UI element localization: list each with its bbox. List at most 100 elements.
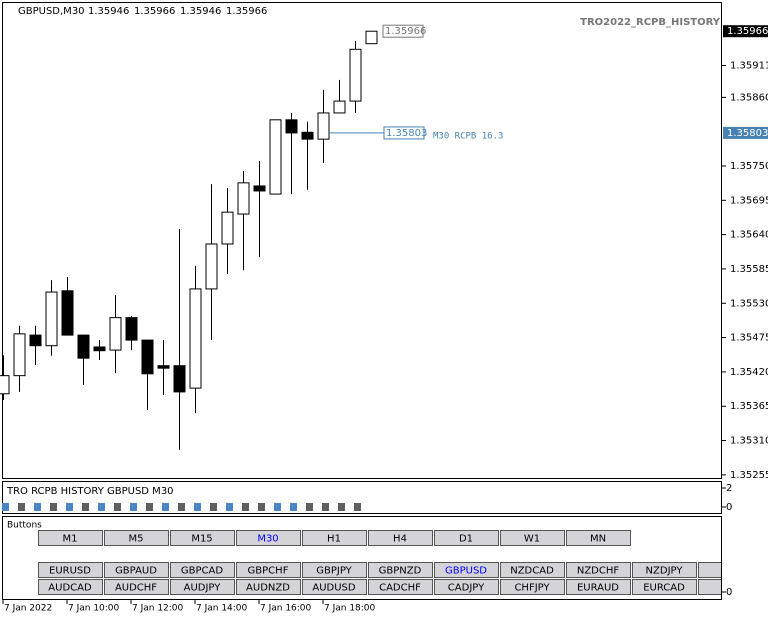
history-marker: [146, 503, 153, 511]
button-face: [434, 579, 499, 595]
button-label: AUDJPY: [184, 583, 222, 594]
header-value: 1.35966: [134, 6, 175, 17]
button-face: [500, 579, 565, 595]
candles: [0, 30, 378, 450]
x-tick-label: 7 Jan 2022: [4, 604, 52, 614]
x-tick-label: 7 Jan 14:00: [196, 604, 248, 614]
history-marker: [178, 503, 185, 511]
button[interactable]: M1: [38, 530, 103, 546]
history-marker: [130, 503, 137, 511]
button-label: EURAUD: [577, 583, 619, 594]
y-tick-label: 1.35310: [730, 436, 768, 447]
button[interactable]: MN: [566, 530, 631, 546]
button[interactable]: GBPAUD: [104, 562, 169, 578]
button-face: [38, 530, 103, 546]
bid-axis-box: [723, 25, 768, 38]
button-face: [368, 530, 433, 546]
history-marker: [322, 503, 329, 511]
button[interactable]: M5: [104, 530, 169, 546]
button-face: [170, 562, 235, 578]
button[interactable]: AUDCHF: [104, 579, 169, 595]
candle-body: [237, 182, 250, 215]
button-label: EURCAD: [643, 583, 685, 594]
button-face: [500, 562, 565, 578]
button[interactable]: NZDJPY: [632, 562, 697, 578]
y-tick-label: 1.35911: [730, 61, 768, 72]
candle-body: [77, 334, 90, 359]
button[interactable]: NZ: [698, 562, 763, 578]
button[interactable]: NZDCAD: [500, 562, 565, 578]
button[interactable]: M15: [170, 530, 235, 546]
history-marker: [306, 503, 313, 511]
rcpb-box-label: 1.35803: [386, 128, 427, 139]
x-tick-label: 7 Jan 18:00: [324, 604, 376, 614]
button[interactable]: CADJPY: [434, 579, 499, 595]
candle-body: [221, 211, 234, 245]
button-face: [302, 562, 367, 578]
button[interactable]: GBPCHF: [236, 562, 301, 578]
candle-body: [253, 185, 266, 192]
button[interactable]: D1: [434, 530, 499, 546]
button-label: GBPUSD: [445, 566, 487, 577]
candle-body: [157, 365, 170, 369]
button[interactable]: CHFJPY: [500, 579, 565, 595]
history-marker: [354, 503, 361, 511]
button-face: [434, 530, 499, 546]
button[interactable]: AUDCAD: [38, 579, 103, 595]
button-label: GBPCAD: [181, 566, 223, 577]
button-label: H1: [327, 534, 341, 545]
button[interactable]: EURAUD: [566, 579, 631, 595]
history-marker: [34, 503, 41, 511]
candle-body: [93, 346, 106, 352]
button[interactable]: M30: [236, 530, 301, 546]
button[interactable]: AUDUSD: [302, 579, 367, 595]
button[interactable]: GBPNZD: [368, 562, 433, 578]
history-marker: [50, 503, 57, 511]
button-face: [302, 579, 367, 595]
bid-box-label: 1.35966: [385, 26, 426, 37]
button[interactable]: CADCHF: [368, 579, 433, 595]
candle-body: [285, 119, 298, 134]
candle-body: [0, 375, 10, 395]
button-label: NZDCAD: [510, 566, 554, 577]
y-tick-label: 1.35750: [730, 161, 768, 172]
button-face: [38, 562, 103, 578]
history-marker: [18, 503, 25, 511]
button-label: NZDCHF: [577, 566, 620, 577]
button[interactable]: W1: [500, 530, 565, 546]
candle-body: [301, 131, 314, 140]
button[interactable]: GBPUSD: [434, 562, 499, 578]
button[interactable]: EURUSD: [38, 562, 103, 578]
bid-box: [382, 24, 424, 38]
header-value: 1.35966: [226, 6, 267, 17]
history-marker: [66, 503, 73, 511]
button[interactable]: EURCAD: [632, 579, 697, 595]
button[interactable]: AUDNZD: [236, 579, 301, 595]
indicator-window: [2, 481, 722, 514]
candle-body: [13, 333, 26, 377]
button[interactable]: GBPCAD: [170, 562, 235, 578]
button[interactable]: NZDCHF: [566, 562, 631, 578]
rcpb-axis-label: 1.35803: [727, 128, 768, 139]
button-face: [698, 562, 721, 578]
y-tick-label: 0: [726, 587, 732, 598]
button-face: [566, 530, 631, 546]
button-face: [170, 579, 235, 595]
button[interactable]: H4: [368, 530, 433, 546]
button[interactable]: H1: [302, 530, 367, 546]
button-face: [500, 530, 565, 546]
button[interactable]: EU: [698, 579, 763, 595]
candle-body: [349, 48, 362, 102]
button[interactable]: AUDJPY: [170, 579, 235, 595]
candle-body: [173, 365, 186, 393]
button[interactable]: GBPJPY: [302, 562, 367, 578]
candle-body: [269, 119, 282, 195]
candle-body: [61, 290, 74, 336]
history-marker: [274, 503, 281, 511]
button-label: GBPNZD: [379, 566, 422, 577]
y-tick-label: 2: [726, 483, 732, 494]
button-face: [236, 530, 301, 546]
indicator-title: TRO RCPB HISTORY GBPUSD M30: [6, 486, 174, 497]
button-label: GBPCHF: [248, 566, 289, 577]
